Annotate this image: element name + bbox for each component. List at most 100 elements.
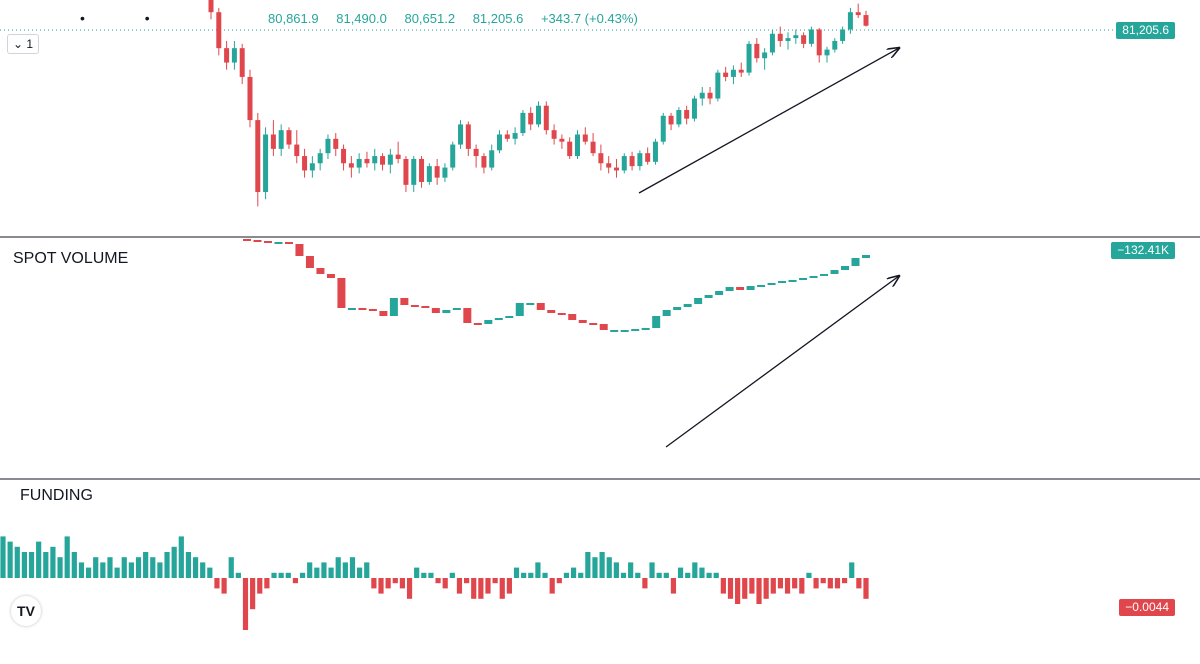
volume-bar [389,298,398,316]
price-candle [442,167,448,178]
funding-bar [214,578,220,589]
funding-bar [371,578,377,589]
funding-bar [670,578,677,594]
price-candle [769,33,775,53]
funding-bar [299,572,306,578]
volume-bar [358,308,367,310]
price-candle [551,130,557,139]
funding-bar [485,578,491,594]
volume-bar [337,278,346,308]
funding-bar [834,578,841,589]
funding-bar [93,557,99,578]
price-candle [824,49,830,56]
funding-bar [863,578,869,599]
volume-bar [610,330,619,332]
funding-bar [792,578,798,589]
price-candle [317,153,323,164]
funding-bar [471,578,477,599]
volume-bar [484,320,493,324]
funding-bar [521,572,527,578]
volume-bar [473,323,482,325]
price-candle [434,166,440,178]
funding-bar [342,562,348,578]
volume-bar [788,280,797,282]
funding-bar [278,572,284,578]
price-candle [684,110,690,119]
price-candle [816,29,822,56]
price-candle [270,134,276,149]
interval-toggle-button[interactable]: ⌄ 1 [7,34,40,54]
price-candle [730,69,736,77]
price-candle [520,112,526,134]
funding-bar [492,578,498,584]
funding-bar [321,562,327,578]
menu-dots[interactable]: • • [80,10,178,26]
volume-bar [736,287,745,290]
funding-bar [770,578,776,594]
funding-bar [713,572,719,578]
price-candle [777,33,783,41]
volume-bar [862,255,870,258]
price-candle [208,0,214,13]
volume-bar [400,298,409,305]
funding-bar [513,567,520,578]
funding-bar [364,562,370,578]
volume-last-value-tag: −132.41K [1111,242,1175,259]
funding-bar [349,557,356,578]
volume-bar [295,244,304,256]
price-candle [302,156,308,171]
funding-bar [414,567,420,578]
volume-bar [421,306,430,308]
volume-bar [757,285,766,287]
funding-bar [178,536,184,578]
volume-bar [589,323,598,325]
volume-bar [715,291,724,295]
volume-bar [347,308,356,310]
volume-bar [494,318,503,320]
funding-bar [71,552,77,578]
price-candle [606,163,612,168]
funding-bar [542,572,548,578]
trend-arrow-volume [665,276,899,448]
price-candle [738,69,744,73]
price-candle [333,138,339,149]
volume-bar [368,309,377,311]
price-candle [543,105,549,131]
volume-bar [662,310,671,316]
funding-bar [36,541,42,578]
price-candle [590,141,596,154]
funding-bar [642,578,648,589]
ohlc-open: 80,861.9 [268,11,319,26]
price-candle [372,156,378,164]
funding-bar [742,578,748,599]
price-candle [645,153,651,162]
funding-bar [428,572,434,578]
price-candle [341,148,347,164]
volume-bar [379,311,388,316]
price-candle [652,141,658,162]
price-candle [621,156,627,171]
price-candle [348,163,354,168]
funding-pane-label: FUNDING [20,487,93,504]
funding-bar [207,567,213,578]
funding-bar [128,562,134,578]
ohlc-close: 81,205.6 [472,11,524,26]
funding-bar [392,578,398,584]
volume-bar [305,256,314,268]
funding-bar [563,572,570,578]
funding-bar [100,562,106,578]
funding-bar [328,567,334,578]
tradingview-logo-icon[interactable]: TV [11,596,41,626]
funding-bar [200,562,206,578]
price-candle [668,115,674,125]
price-candle [426,166,432,182]
price-candle [847,12,853,30]
funding-bar [228,557,234,578]
funding-bar [535,562,541,578]
price-candle [247,76,253,121]
volume-pane-label: SPOT VOLUME [13,250,129,267]
funding-bar [107,557,113,578]
volume-bar [820,274,829,276]
volume-bar [263,241,272,243]
